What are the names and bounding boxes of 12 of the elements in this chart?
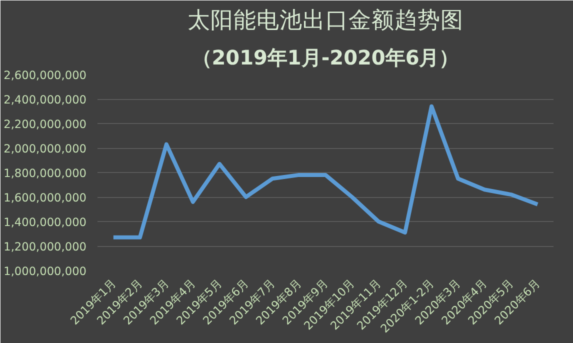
y-tick-label: 1,400,000,000 bbox=[4, 215, 87, 229]
y-tick-label: 2,600,000,000 bbox=[4, 68, 87, 82]
chart-subtitle: （2019年1月-2020年6月） bbox=[192, 46, 460, 70]
y-tick-label: 2,000,000,000 bbox=[4, 142, 87, 156]
chart-title: 太阳能电池出口金额趋势图 bbox=[188, 8, 464, 34]
y-tick-label: 2,200,000,000 bbox=[4, 117, 87, 131]
y-tick-label: 1,000,000,000 bbox=[4, 264, 87, 278]
y-tick-label: 1,200,000,000 bbox=[4, 240, 87, 254]
y-tick-label: 1,800,000,000 bbox=[4, 166, 87, 180]
y-tick-label: 1,600,000,000 bbox=[4, 190, 87, 204]
y-tick-label: 2,400,000,000 bbox=[4, 92, 87, 106]
line-series bbox=[111, 104, 540, 240]
